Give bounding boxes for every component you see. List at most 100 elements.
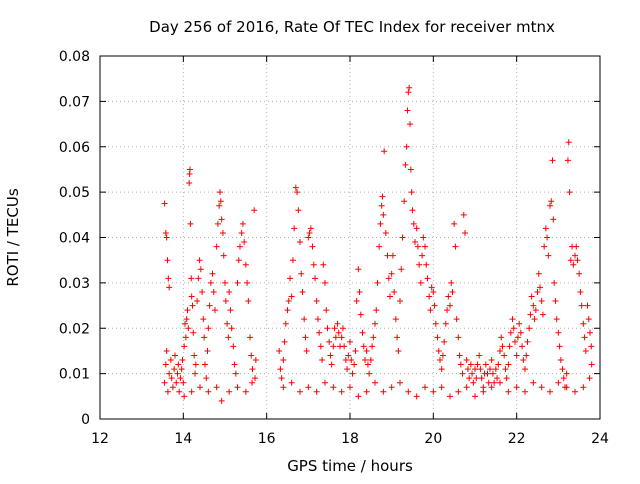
data-point-marker [161,379,168,386]
data-point-marker [570,261,577,268]
data-point-marker [572,252,578,259]
data-point-marker [541,243,548,250]
data-point-marker [199,288,206,295]
data-point-marker [455,334,462,341]
data-point-marker [388,270,395,277]
data-point-marker [539,311,546,318]
data-point-marker [282,320,289,327]
data-point-marker [552,298,559,305]
data-point-marker [205,325,212,332]
data-point-marker [513,384,520,391]
data-point-marker [448,279,455,286]
data-point-marker [168,375,175,382]
data-point-marker [186,180,193,187]
data-point-marker [417,279,424,286]
data-point-marker [190,329,197,336]
data-point-marker [228,325,235,332]
data-point-marker [324,325,331,332]
data-point-marker [501,352,508,359]
data-point-marker [442,320,449,327]
data-point-marker [402,161,409,168]
data-point-marker [276,347,283,354]
data-point-marker [553,316,560,323]
data-point-marker [464,366,471,373]
data-point-marker [204,347,211,354]
x-tick-label: 24 [591,431,609,447]
data-point-marker [449,288,456,295]
data-point-marker [394,334,401,341]
data-point-marker [542,225,549,232]
data-point-marker [506,343,513,350]
data-point-marker [407,166,414,173]
data-point-marker [342,357,349,364]
data-point-marker [582,347,589,354]
data-point-marker [226,288,233,295]
data-point-marker [435,347,442,354]
data-point-marker [309,243,316,250]
data-point-marker [563,384,570,391]
data-point-marker [556,343,563,350]
data-point-marker [522,388,528,395]
data-point-marker [174,370,181,377]
data-point-marker [225,334,232,341]
data-point-marker [555,379,562,386]
data-point-marker [359,329,366,336]
data-point-marker [413,393,420,400]
data-point-marker [191,352,198,359]
data-point-marker [507,329,514,336]
data-point-marker [179,357,186,364]
data-point-marker [242,388,249,395]
data-point-marker [427,307,434,314]
data-point-marker [196,257,203,264]
data-point-marker [301,316,308,323]
data-point-marker [498,334,505,341]
data-point-marker [292,184,299,191]
data-point-marker [384,252,391,259]
data-point-marker [405,388,412,395]
data-point-marker [430,388,437,395]
data-point-marker [422,384,428,391]
data-point-marker [164,388,171,395]
data-point-marker [576,270,583,277]
data-point-marker [388,384,395,391]
data-point-marker [451,220,458,227]
data-point-marker [244,279,251,286]
data-point-marker [201,334,208,341]
data-point-marker [528,293,535,300]
data-point-marker [192,361,199,368]
data-point-marker [207,279,214,286]
data-point-marker [349,370,356,377]
data-point-marker [183,316,190,323]
data-point-marker [527,311,534,318]
data-point-marker [192,370,198,377]
x-tick-label: 22 [508,431,526,447]
y-tick-label: 0.01 [59,367,90,383]
data-point-marker [369,343,376,350]
data-point-marker [488,357,495,364]
data-point-marker [317,343,324,350]
data-point-marker [395,347,402,354]
grid-layer [100,56,600,419]
data-point-marker [414,243,421,250]
data-point-marker [217,189,223,196]
ticks-layer: 0 0.01 0.02 0.03 0.04 0.05 0.06 0.07 0.08 12 14 16 1… [59,49,609,447]
data-point-marker [363,347,370,354]
data-point-marker [188,293,195,300]
data-point-marker [419,252,426,259]
data-point-marker [353,298,360,305]
data-point-marker [379,193,386,200]
data-point-marker [189,302,196,309]
data-point-marker [522,366,528,373]
data-point-marker [398,266,405,273]
data-point-marker [372,379,378,386]
data-point-marker [491,379,498,386]
data-point-marker [434,334,441,341]
data-point-marker [161,200,168,207]
data-point-marker [547,388,553,395]
data-point-marker [307,225,314,232]
data-point-marker [559,366,566,373]
data-point-marker [403,143,410,150]
data-point-marker [245,298,252,305]
data-point-marker [362,357,368,364]
